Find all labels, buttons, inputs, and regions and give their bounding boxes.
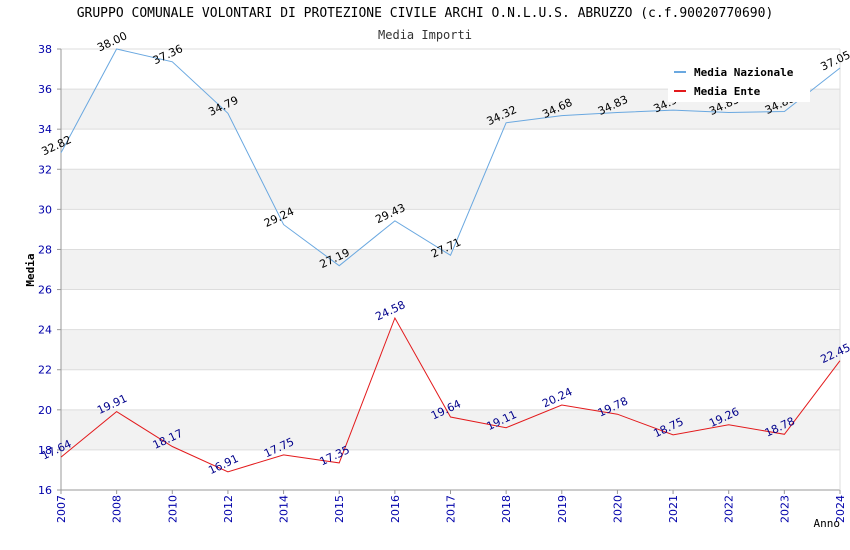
x-axis-ticks: 2007 2008 2010 2012 2014 2015 2016 2017 2018 2019… bbox=[55, 490, 847, 523]
x-tick-label: 2017 bbox=[445, 495, 458, 523]
x-tick-label: 2021 bbox=[667, 495, 680, 523]
plot-band bbox=[61, 329, 840, 370]
x-tick-label: 2016 bbox=[389, 495, 402, 523]
y-tick-label: 30 bbox=[38, 203, 52, 216]
plot-band bbox=[61, 129, 840, 170]
x-axis-label: Anno bbox=[814, 517, 841, 530]
x-tick-label: 2007 bbox=[55, 495, 68, 523]
y-tick-label: 34 bbox=[38, 123, 52, 136]
chart-title: GRUPPO COMUNALE VOLONTARI DI PROTEZIONE … bbox=[76, 6, 774, 21]
plot-band bbox=[61, 449, 840, 490]
plot-band bbox=[61, 289, 840, 330]
plot-background-bands bbox=[61, 49, 840, 490]
y-tick-label: 38 bbox=[38, 43, 52, 56]
x-tick-label: 2010 bbox=[166, 495, 179, 523]
x-tick-label: 2018 bbox=[500, 495, 513, 523]
plot-band bbox=[61, 249, 840, 290]
legend-label: Media Nazionale bbox=[694, 66, 794, 79]
x-tick-label: 2022 bbox=[723, 495, 736, 523]
y-tick-label: 36 bbox=[38, 83, 52, 96]
y-tick-label: 20 bbox=[38, 404, 52, 417]
x-tick-label: 2023 bbox=[778, 495, 791, 523]
y-tick-label: 24 bbox=[38, 324, 52, 337]
x-tick-label: 2014 bbox=[278, 495, 291, 523]
y-tick-label: 28 bbox=[38, 243, 52, 256]
plot-band bbox=[61, 209, 840, 250]
plot-band bbox=[61, 169, 840, 210]
legend-label: Media Ente bbox=[694, 85, 761, 98]
x-tick-label: 2008 bbox=[111, 495, 124, 523]
legend-box bbox=[668, 58, 810, 102]
x-tick-label: 2024 bbox=[834, 495, 847, 523]
y-tick-label: 22 bbox=[38, 364, 52, 377]
series-line-media-ente bbox=[60, 316, 841, 473]
legend: Media Nazionale Media Ente bbox=[668, 58, 810, 102]
x-tick-label: 2020 bbox=[611, 495, 624, 523]
plot-band bbox=[61, 369, 840, 410]
x-tick-label: 2012 bbox=[222, 495, 235, 523]
series-line-media-nazionale bbox=[60, 48, 841, 267]
x-tick-label: 2015 bbox=[333, 495, 346, 523]
y-tick-label: 18 bbox=[38, 444, 52, 457]
chart-subtitle: Media Importi bbox=[378, 28, 472, 42]
y-tick-label: 32 bbox=[38, 163, 52, 176]
y-tick-label: 26 bbox=[38, 284, 52, 297]
y-tick-label: 16 bbox=[38, 484, 52, 497]
series-lines bbox=[60, 48, 841, 473]
y-axis-label: Media bbox=[24, 253, 37, 286]
y-axis-ticks: 16 18 20 22 24 26 28 30 32 34 36 38 bbox=[38, 43, 61, 497]
x-tick-label: 2019 bbox=[556, 495, 569, 523]
